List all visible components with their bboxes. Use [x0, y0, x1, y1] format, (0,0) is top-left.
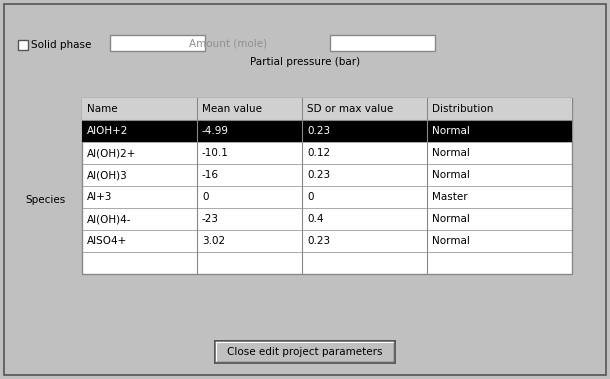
Text: Al(OH)2+: Al(OH)2+ — [87, 148, 137, 158]
Text: -4.99: -4.99 — [202, 126, 229, 136]
Text: 0.12: 0.12 — [307, 148, 330, 158]
Text: Al(OH)3: Al(OH)3 — [87, 170, 127, 180]
Text: Normal: Normal — [432, 236, 470, 246]
Text: Close edit project parameters: Close edit project parameters — [228, 347, 382, 357]
Text: AlSO4+: AlSO4+ — [87, 236, 127, 246]
Text: Solid phase: Solid phase — [31, 40, 92, 50]
Text: 0.23: 0.23 — [307, 126, 330, 136]
Bar — [216, 342, 394, 362]
Text: Al+3: Al+3 — [87, 192, 112, 202]
Text: Normal: Normal — [432, 170, 470, 180]
Text: AlOH+2: AlOH+2 — [87, 126, 128, 136]
Text: 3.02: 3.02 — [202, 236, 225, 246]
Bar — [110, 35, 205, 51]
Text: Species: Species — [25, 195, 65, 205]
Text: Name: Name — [87, 104, 118, 114]
Text: Normal: Normal — [432, 148, 470, 158]
Bar — [82, 98, 572, 274]
Text: -10.1: -10.1 — [202, 148, 229, 158]
Text: Al(OH)4-: Al(OH)4- — [87, 214, 132, 224]
Text: 0.23: 0.23 — [307, 170, 330, 180]
Text: 0.4: 0.4 — [307, 214, 323, 224]
Text: 0: 0 — [307, 192, 314, 202]
Bar — [330, 35, 435, 51]
Text: Partial pressure (bar): Partial pressure (bar) — [250, 57, 360, 67]
Text: Amount (mole): Amount (mole) — [189, 38, 267, 48]
Text: Distribution: Distribution — [432, 104, 493, 114]
Text: SD or max value: SD or max value — [307, 104, 393, 114]
Bar — [82, 98, 572, 120]
Text: Normal: Normal — [432, 126, 470, 136]
Text: Normal: Normal — [432, 214, 470, 224]
Text: -23: -23 — [202, 214, 219, 224]
Bar — [82, 120, 572, 142]
Text: Mean value: Mean value — [202, 104, 262, 114]
Text: -16: -16 — [202, 170, 219, 180]
Bar — [18, 40, 28, 50]
Bar — [216, 342, 394, 362]
Text: 0.23: 0.23 — [307, 236, 330, 246]
Text: 0: 0 — [202, 192, 209, 202]
Bar — [214, 340, 396, 364]
Text: Master: Master — [432, 192, 468, 202]
